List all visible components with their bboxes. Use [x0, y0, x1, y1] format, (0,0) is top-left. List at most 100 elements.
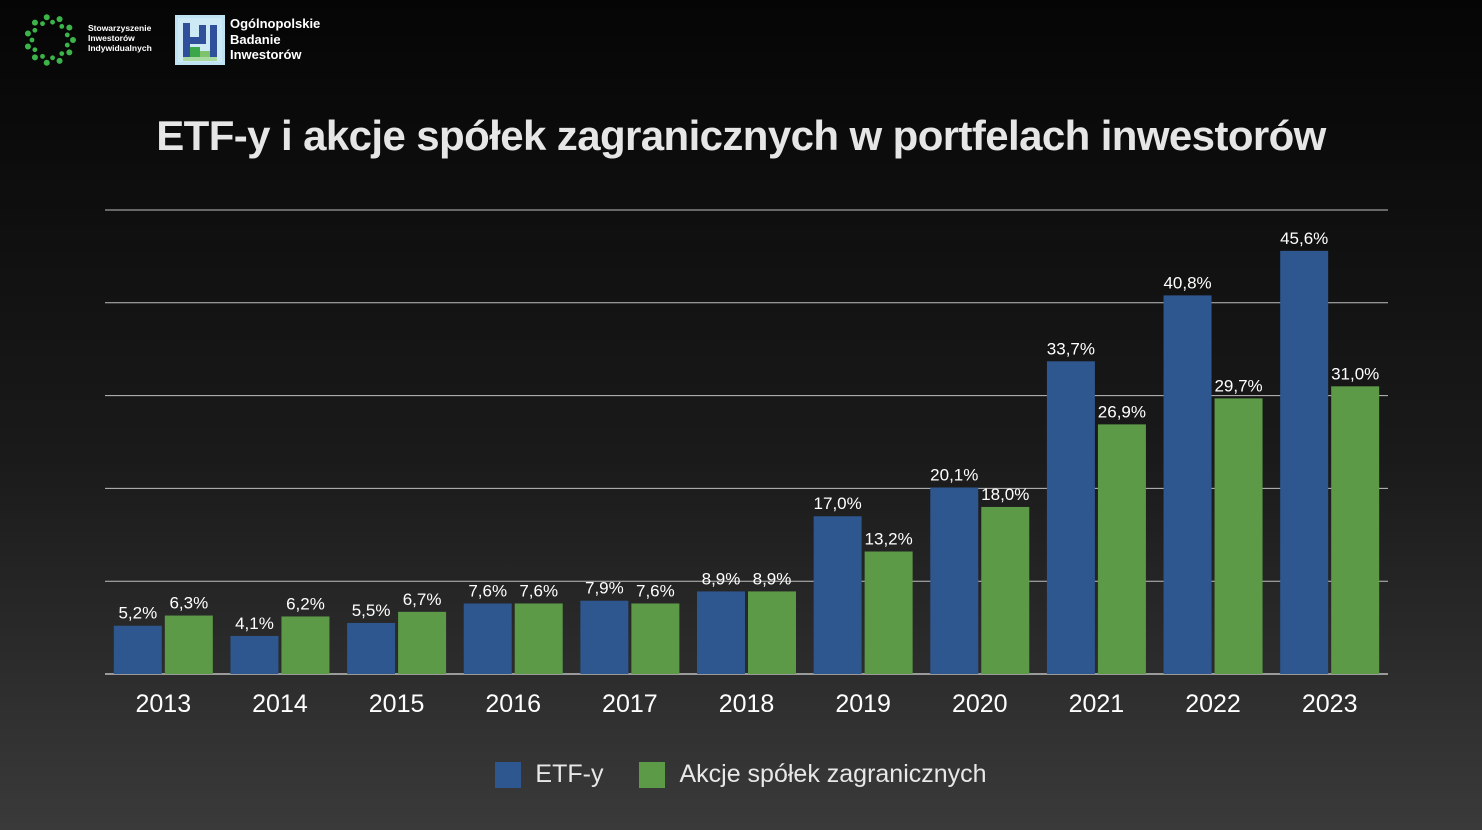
x-tick-2019: 2019	[835, 690, 891, 718]
legend-item-foreign-stocks: Akcje spółek zagranicznych	[639, 760, 987, 789]
x-tick-2016: 2016	[485, 690, 541, 718]
sii-logo-dot	[64, 32, 70, 38]
bar-foreign-stocks-2016	[514, 603, 563, 674]
data-label-foreign-stocks-2021: 26,9%	[1098, 402, 1146, 421]
data-label-foreign-stocks-2013: 6,3%	[169, 594, 208, 613]
data-label-etf-2021: 33,7%	[1047, 339, 1095, 358]
data-label-foreign-stocks-2022: 29,7%	[1214, 376, 1262, 395]
chart-bars	[113, 250, 1380, 674]
sii-logo-dot	[70, 37, 76, 43]
bar-foreign-stocks-2020	[981, 506, 1030, 674]
legend-swatch-etf	[495, 761, 522, 788]
data-label-etf-2022: 40,8%	[1163, 273, 1211, 292]
sii-logo-dot	[64, 42, 70, 48]
sii-logo-dot	[50, 55, 55, 61]
legend-swatch-foreign-stocks	[639, 761, 666, 788]
data-label-foreign-stocks-2019: 13,2%	[865, 530, 913, 549]
sii-logo-dot	[66, 49, 73, 56]
data-label-foreign-stocks-2016: 7,6%	[519, 581, 558, 600]
legend-item-etf: ETF-y	[495, 760, 603, 789]
sii-logo-dot	[29, 37, 35, 43]
obi-name-line-2: Badanie	[230, 31, 281, 47]
data-label-etf-2016: 7,6%	[468, 581, 507, 600]
sii-logo-dot	[31, 19, 38, 26]
sii-logo-dot	[40, 53, 45, 59]
sii-logo-dot	[56, 16, 63, 23]
sii-logo-dot	[59, 51, 65, 57]
bar-etf-2016	[463, 603, 512, 674]
data-label-etf-2013: 5,2%	[118, 604, 157, 623]
x-tick-2022: 2022	[1185, 690, 1241, 718]
x-tick-2021: 2021	[1069, 690, 1125, 718]
bar-etf-2020	[930, 487, 979, 674]
chart-legend: ETF-y Akcje spółek zagranicznych	[0, 760, 1482, 789]
sii-logo-dot	[24, 30, 31, 37]
x-tick-2015: 2015	[369, 690, 425, 718]
x-tick-2020: 2020	[952, 690, 1008, 718]
sii-logo-dot	[32, 47, 38, 53]
bar-foreign-stocks-2018	[748, 591, 796, 674]
x-tick-2017: 2017	[602, 690, 658, 718]
bar-etf-2022	[1163, 295, 1212, 674]
obi-logo-icon	[175, 15, 225, 65]
x-tick-2018: 2018	[719, 690, 775, 718]
data-label-foreign-stocks-2023: 31,0%	[1331, 364, 1379, 383]
bar-etf-2023	[1280, 250, 1329, 674]
sii-logo-dots	[24, 14, 76, 66]
bar-foreign-stocks-2014	[281, 616, 330, 674]
x-tick-2013: 2013	[136, 690, 192, 718]
sii-logo-dot	[43, 59, 50, 66]
data-label-etf-2020: 20,1%	[930, 465, 978, 484]
data-label-foreign-stocks-2015: 6,7%	[403, 590, 442, 609]
x-tick-2014: 2014	[252, 690, 308, 718]
data-label-foreign-stocks-2017: 7,6%	[636, 581, 675, 600]
sii-logo-dot	[56, 57, 63, 64]
chart-x-ticks: 2013 2014 2015 2016 2017 2018 2019 2020 2021 2022…	[136, 690, 1358, 718]
bar-foreign-stocks-2019	[864, 551, 913, 674]
data-label-etf-2017: 7,9%	[585, 579, 624, 598]
data-label-etf-2019: 17,0%	[814, 494, 862, 513]
bar-etf-2019	[813, 516, 862, 674]
obi-name-line-3: Inwestorów	[230, 47, 302, 62]
data-label-etf-2015: 5,5%	[352, 601, 391, 620]
data-label-etf-2014: 4,1%	[235, 614, 274, 633]
bar-etf-2017	[580, 600, 629, 674]
bar-foreign-stocks-2023	[1331, 386, 1380, 674]
sii-logo-icon	[24, 14, 76, 66]
data-label-foreign-stocks-2020: 18,0%	[981, 485, 1029, 504]
x-tick-2023: 2023	[1302, 690, 1358, 718]
bar-etf-2014	[230, 635, 279, 674]
bar-foreign-stocks-2022	[1214, 398, 1263, 674]
bar-foreign-stocks-2013	[164, 615, 213, 674]
data-label-foreign-stocks-2014: 6,2%	[286, 594, 325, 613]
sii-logo-dot	[50, 19, 55, 25]
sii-name-line-3: Indywidualnych	[88, 43, 152, 53]
sii-logo-dot	[32, 27, 38, 33]
sii-logo-dot	[24, 43, 31, 50]
bar-etf-2015	[347, 622, 396, 674]
sii-name: Stowarzyszenie Inwestorów Indywidualnych	[88, 23, 178, 53]
sii-name-line-1: Stowarzyszenie	[88, 23, 152, 33]
bar-chart: 5,2% 6,3% 4,1% 6,2% 5,5% 6,7% 7,6% 7,6% 7,9% 7,6%…	[105, 209, 1388, 718]
bar-etf-2021	[1046, 361, 1095, 674]
bar-etf-2018	[697, 591, 745, 674]
legend-label-foreign-stocks: Akcje spółek zagranicznych	[679, 760, 987, 788]
chart-title: ETF-y i akcje spółek zagranicznych w por…	[156, 112, 1326, 159]
data-label-foreign-stocks-2018: 8,9%	[753, 569, 792, 588]
data-label-etf-2023: 45,6%	[1280, 229, 1328, 248]
sii-logo-dot	[66, 24, 73, 31]
legend-label-etf: ETF-y	[535, 760, 604, 788]
bar-foreign-stocks-2017	[631, 603, 680, 674]
obi-name: Ogólnopolskie Badanie Inwestorów	[230, 16, 320, 63]
obi-name-line-1: Ogólnopolskie	[230, 16, 321, 31]
bar-foreign-stocks-2021	[1097, 424, 1146, 674]
bar-foreign-stocks-2015	[398, 611, 447, 674]
bar-etf-2013	[113, 625, 162, 674]
sii-logo-dot	[43, 14, 50, 21]
sii-logo-dot	[59, 23, 65, 29]
data-label-etf-2018: 8,9%	[702, 569, 741, 588]
chart-data-labels: 5,2% 6,3% 4,1% 6,2% 5,5% 6,7% 7,6% 7,6% 7,9% 7,6%…	[118, 229, 1379, 633]
sii-name-line-2: Inwestorów	[88, 33, 135, 43]
sii-logo-dot	[40, 21, 45, 27]
sii-logo-dot	[31, 54, 38, 61]
